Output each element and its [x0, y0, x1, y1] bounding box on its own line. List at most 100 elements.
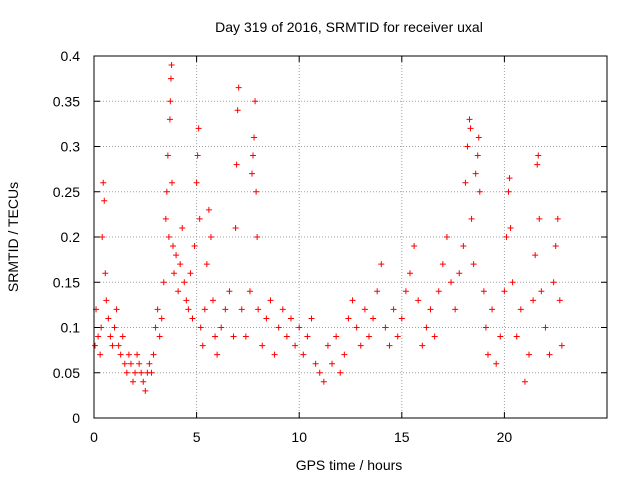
data-point — [168, 62, 175, 69]
data-point — [212, 333, 219, 340]
data-point — [534, 161, 541, 168]
data-point — [554, 215, 561, 222]
data-point — [205, 206, 212, 213]
data-point — [146, 360, 153, 367]
data-point — [415, 297, 422, 304]
x-tick-labels: 0 5 10 15 20 — [90, 429, 512, 445]
data-point — [187, 270, 194, 277]
x-tick-label: 5 — [193, 429, 201, 445]
data-point — [194, 152, 201, 159]
data-point — [431, 333, 438, 340]
data-point — [402, 288, 409, 295]
data-point — [292, 342, 299, 349]
data-point — [95, 333, 102, 340]
data-point — [167, 98, 174, 105]
data-point — [427, 306, 434, 313]
data-point — [230, 333, 237, 340]
data-point — [246, 288, 253, 295]
data-point — [97, 351, 104, 358]
data-point — [250, 152, 257, 159]
data-point — [197, 324, 204, 331]
data-point — [333, 333, 340, 340]
data-point — [468, 215, 475, 222]
data-point — [558, 342, 565, 349]
data-point — [480, 288, 487, 295]
data-point — [138, 369, 145, 376]
x-tick-label: 15 — [394, 429, 410, 445]
data-point — [251, 134, 258, 141]
data-point — [474, 152, 481, 159]
data-point — [550, 279, 557, 286]
data-point — [517, 306, 524, 313]
data-point — [148, 369, 155, 376]
data-point — [195, 125, 202, 132]
data-point — [222, 306, 229, 313]
data-point — [275, 324, 282, 331]
y-tick-label: 0.2 — [61, 229, 81, 245]
data-point — [353, 324, 360, 331]
data-point — [532, 252, 539, 259]
data-point — [134, 351, 141, 358]
data-point — [199, 342, 206, 349]
data-point — [476, 188, 483, 195]
data-point — [203, 261, 210, 268]
data-point — [115, 342, 122, 349]
data-point — [166, 116, 173, 123]
data-point — [493, 360, 500, 367]
data-point — [503, 234, 510, 240]
y-tick-labels: 0 0.05 0.1 0.15 0.2 0.25 0.3 0.35 0.4 — [53, 48, 80, 426]
data-point — [329, 360, 336, 367]
data-point — [232, 224, 239, 231]
data-point — [167, 75, 174, 82]
data-point — [513, 333, 520, 340]
data-point — [423, 324, 430, 331]
data-point — [452, 306, 459, 313]
data-point — [235, 84, 242, 91]
data-point — [183, 297, 190, 304]
data-point — [165, 234, 172, 240]
data-point — [123, 369, 130, 376]
data-point — [390, 306, 397, 313]
data-point — [506, 175, 513, 182]
data-point — [497, 333, 504, 340]
x-axis-label: GPS time / hours — [296, 457, 403, 473]
data-point — [337, 369, 344, 376]
data-point — [113, 306, 120, 313]
data-point — [341, 351, 348, 358]
data-point — [111, 324, 118, 331]
data-point — [501, 288, 508, 295]
data-point — [233, 161, 240, 168]
data-point — [100, 179, 107, 186]
data-point — [125, 351, 132, 358]
data-point — [196, 215, 203, 222]
data-point — [249, 170, 256, 177]
data-point — [127, 360, 134, 367]
y-tick-label: 0.4 — [61, 48, 81, 64]
data-point — [365, 333, 372, 340]
data-point — [462, 179, 469, 186]
data-point — [218, 324, 225, 331]
data-point — [535, 152, 542, 159]
data-point — [242, 333, 249, 340]
x-tick-label: 10 — [291, 429, 307, 445]
data-point — [435, 288, 442, 295]
data-point — [460, 243, 467, 250]
data-point — [271, 351, 278, 358]
data-point — [407, 270, 414, 277]
data-point — [345, 315, 352, 322]
data-point — [102, 270, 109, 277]
data-point — [320, 378, 327, 385]
y-tick-label: 0.25 — [53, 184, 80, 200]
data-point — [374, 288, 381, 295]
data-point — [484, 351, 491, 358]
data-point — [382, 324, 389, 331]
data-point — [107, 333, 114, 340]
data-point — [210, 297, 217, 304]
data-point — [254, 234, 261, 240]
data-point — [119, 333, 126, 340]
data-point — [398, 315, 405, 322]
data-point — [259, 342, 266, 349]
data-point — [464, 143, 471, 150]
data-point — [509, 279, 516, 286]
